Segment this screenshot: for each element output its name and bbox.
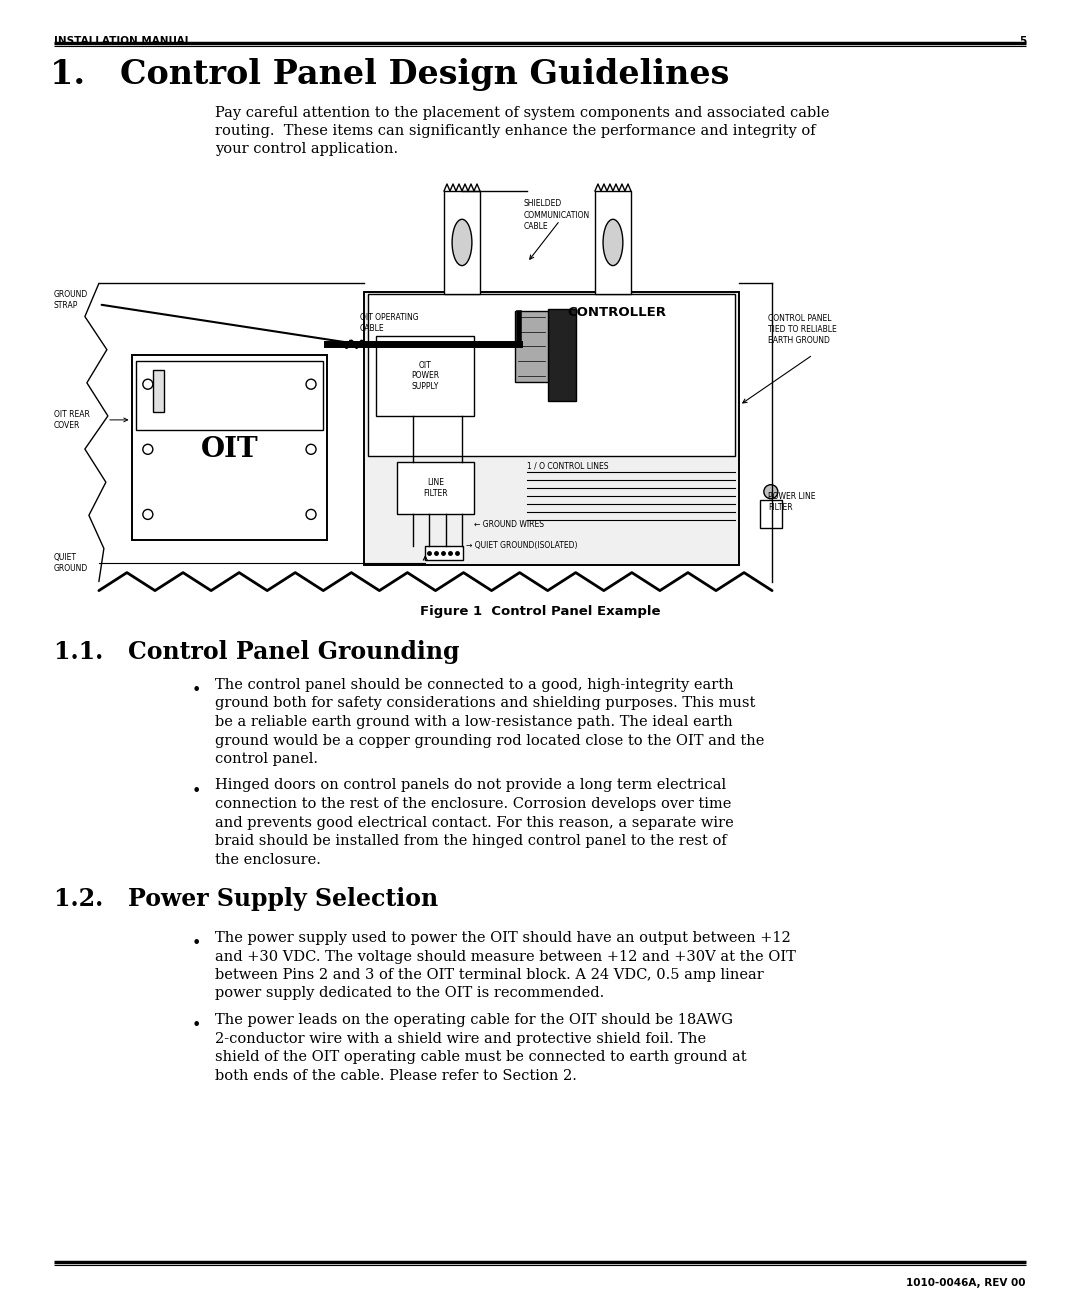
Bar	[153, 370, 164, 412]
Bar	[376, 336, 474, 416]
Text: LINE
FILTER: LINE FILTER	[423, 479, 448, 498]
Bar	[595, 191, 631, 294]
Text: 2-conductor wire with a shield wire and protective shield foil. The: 2-conductor wire with a shield wire and …	[215, 1032, 706, 1045]
Text: your control application.: your control application.	[215, 142, 399, 156]
Bar	[364, 292, 740, 565]
Text: both ends of the cable. Please refer to Section 2.: both ends of the cable. Please refer to …	[215, 1068, 577, 1083]
Text: control panel.: control panel.	[215, 753, 318, 766]
Text: •: •	[192, 1017, 201, 1034]
Circle shape	[764, 485, 778, 498]
Text: 1.1.   Control Panel Grounding: 1.1. Control Panel Grounding	[54, 640, 459, 663]
Text: CONTROLLER: CONTROLLER	[568, 307, 666, 320]
Text: 1.2.   Power Supply Selection: 1.2. Power Supply Selection	[54, 888, 438, 911]
Text: QUIET
GROUND: QUIET GROUND	[54, 553, 89, 573]
Bar	[368, 294, 735, 456]
Circle shape	[143, 444, 153, 455]
Text: SHIELDED
COMMUNICATION
CABLE: SHIELDED COMMUNICATION CABLE	[523, 199, 590, 231]
Ellipse shape	[603, 219, 623, 266]
Circle shape	[143, 379, 153, 389]
Text: •: •	[192, 783, 201, 800]
Circle shape	[306, 379, 316, 389]
Text: GROUND
STRAP: GROUND STRAP	[54, 290, 89, 309]
Text: braid should be installed from the hinged control panel to the rest of: braid should be installed from the hinge…	[215, 834, 727, 848]
Text: ← GROUND WIRES: ← GROUND WIRES	[474, 520, 544, 530]
Text: 1 / O CONTROL LINES: 1 / O CONTROL LINES	[527, 461, 609, 471]
Bar	[548, 308, 577, 401]
Text: The control panel should be connected to a good, high-integrity earth: The control panel should be connected to…	[215, 678, 733, 692]
Ellipse shape	[453, 219, 472, 266]
Bar	[760, 499, 782, 528]
Text: Hinged doors on control panels do not provide a long term electrical: Hinged doors on control panels do not pr…	[215, 779, 726, 793]
Text: be a reliable earth ground with a low-resistance path. The ideal earth: be a reliable earth ground with a low-re…	[215, 714, 732, 729]
Text: POWER LINE
FILTER: POWER LINE FILTER	[768, 492, 815, 511]
Bar	[426, 545, 463, 560]
Text: 1010-0046A, REV 00: 1010-0046A, REV 00	[906, 1278, 1026, 1287]
Text: •: •	[192, 935, 201, 952]
Text: OIT
POWER
SUPPLY: OIT POWER SUPPLY	[411, 361, 440, 391]
Circle shape	[306, 510, 316, 519]
Text: power supply dedicated to the OIT is recommended.: power supply dedicated to the OIT is rec…	[215, 986, 604, 1000]
Text: 1.   Control Panel Design Guidelines: 1. Control Panel Design Guidelines	[50, 58, 729, 90]
Bar	[136, 361, 323, 430]
Text: INSTALLATION MANUAL: INSTALLATION MANUAL	[54, 35, 191, 46]
Bar	[515, 311, 548, 382]
Text: shield of the OIT operating cable must be connected to earth ground at: shield of the OIT operating cable must b…	[215, 1050, 746, 1065]
Text: •: •	[192, 682, 201, 699]
Bar	[396, 461, 474, 514]
Circle shape	[143, 510, 153, 519]
Text: OIT REAR
COVER: OIT REAR COVER	[54, 410, 90, 430]
Text: connection to the rest of the enclosure. Corrosion develops over time: connection to the rest of the enclosure.…	[215, 797, 731, 812]
Text: The power leads on the operating cable for the OIT should be 18AWG: The power leads on the operating cable f…	[215, 1013, 733, 1027]
Text: CONTROL PANEL
TIED TO RELIABLE
EARTH GROUND: CONTROL PANEL TIED TO RELIABLE EARTH GRO…	[768, 315, 837, 345]
Text: between Pins 2 and 3 of the OIT terminal block. A 24 VDC, 0.5 amp linear: between Pins 2 and 3 of the OIT terminal…	[215, 968, 764, 982]
Bar	[132, 355, 327, 540]
Text: Figure 1  Control Panel Example: Figure 1 Control Panel Example	[420, 604, 660, 617]
Text: and prevents good electrical contact. For this reason, a separate wire: and prevents good electrical contact. Fo…	[215, 815, 733, 830]
Text: and +30 VDC. The voltage should measure between +12 and +30V at the OIT: and +30 VDC. The voltage should measure …	[215, 949, 796, 964]
Text: 5: 5	[1018, 35, 1026, 46]
Bar	[444, 191, 480, 294]
Text: OIT OPERATING
CABLE: OIT OPERATING CABLE	[360, 313, 419, 333]
Text: ground both for safety considerations and shielding purposes. This must: ground both for safety considerations an…	[215, 696, 755, 711]
Circle shape	[306, 444, 316, 455]
Text: routing.  These items can significantly enhance the performance and integrity of: routing. These items can significantly e…	[215, 125, 815, 138]
Text: → QUIET GROUND(ISOLATED): → QUIET GROUND(ISOLATED)	[467, 541, 578, 551]
Text: the enclosure.: the enclosure.	[215, 852, 321, 867]
Text: The power supply used to power the OIT should have an output between +12: The power supply used to power the OIT s…	[215, 931, 791, 945]
Text: Pay careful attention to the placement of system components and associated cable: Pay careful attention to the placement o…	[215, 106, 829, 121]
Text: OIT: OIT	[201, 435, 258, 463]
Text: ground would be a copper grounding rod located close to the OIT and the: ground would be a copper grounding rod l…	[215, 733, 765, 747]
